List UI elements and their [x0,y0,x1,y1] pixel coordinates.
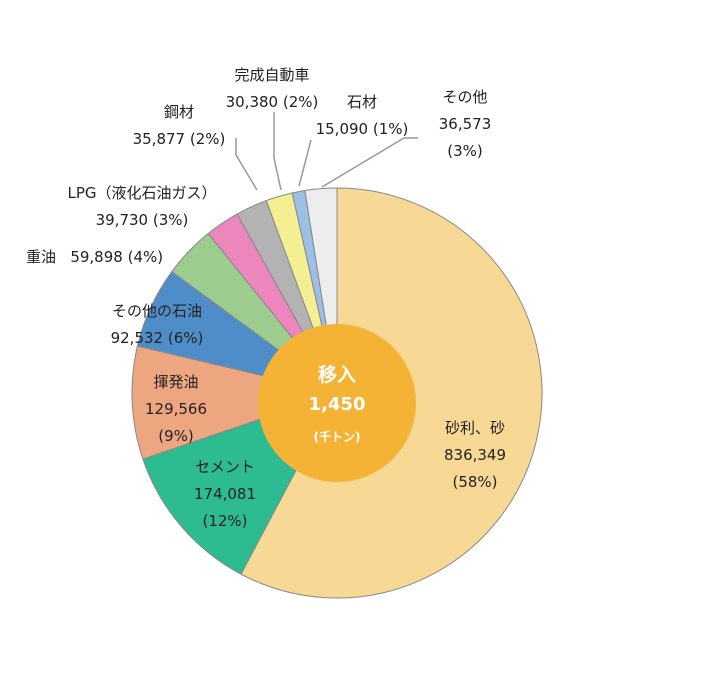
label-value: 59,898 [70,248,123,266]
label-value: 36,573 [438,115,492,133]
label-kozai: 鋼材 35,877 (2%) [120,99,238,153]
label-name: 重油 [26,248,57,266]
label-name: 石材 [346,93,377,111]
label-name: 鋼材 [163,103,194,121]
label-sonota-sekiyu: その他の石油 92,532 (6%) [92,298,222,352]
label-value: 129,566 [144,400,208,418]
label-value-pct: 39,730 (3%) [95,211,189,229]
label-value: 174,081 [193,485,257,503]
label-name: LPG（液化石油ガス） [67,184,217,202]
label-value-pct: 15,090 (1%) [315,120,409,138]
center-total: 1,450 [308,394,366,415]
label-kihatsuyu: 揮発油 129,566 (9%) [128,369,224,450]
label-name: その他の石油 [111,302,202,320]
label-pct: (58%) [452,473,498,491]
label-name: セメント [195,458,255,476]
label-cement: セメント 174,081 (12%) [175,454,275,535]
leader-line-koz [235,138,258,191]
label-name: 砂利、砂 [444,419,505,437]
label-sekizai: 石材 15,090 (1%) [306,89,418,143]
center-unit: (千トン) [313,430,361,444]
label-kansei-jidosha: 完成自動車 30,380 (2%) [208,62,336,116]
label-jari-suna: 砂利、砂 836,349 (58%) [420,415,530,496]
leader-lines [235,112,418,191]
leader-line-sekizai [298,139,312,187]
label-name: 完成自動車 [234,66,310,84]
donut-center: 移入 1,450 (千トン) [258,324,416,482]
label-sonota: その他 36,573 (3%) [420,84,510,165]
label-pct: (4%) [127,248,164,266]
label-lpg: LPG（液化石油ガス） 39,730 (3%) [42,180,242,234]
label-value: 836,349 [443,446,507,464]
label-value-pct: 35,877 (2%) [132,130,226,148]
label-value-pct: 30,380 (2%) [225,93,319,111]
label-juyu: 重油 59,898 (4%) [26,244,206,271]
pie-slice-2 [131,345,339,460]
label-pct: (12%) [202,512,248,530]
leader-line-sonota [321,137,418,188]
label-name: 揮発油 [153,373,199,391]
label-name: その他 [442,88,488,106]
leader-line-jidosha [273,112,282,191]
label-pct: (9%) [158,427,194,445]
label-value-pct: 92,532 (6%) [110,329,204,347]
center-title: 移入 [317,364,356,386]
label-pct: (3%) [447,142,483,160]
